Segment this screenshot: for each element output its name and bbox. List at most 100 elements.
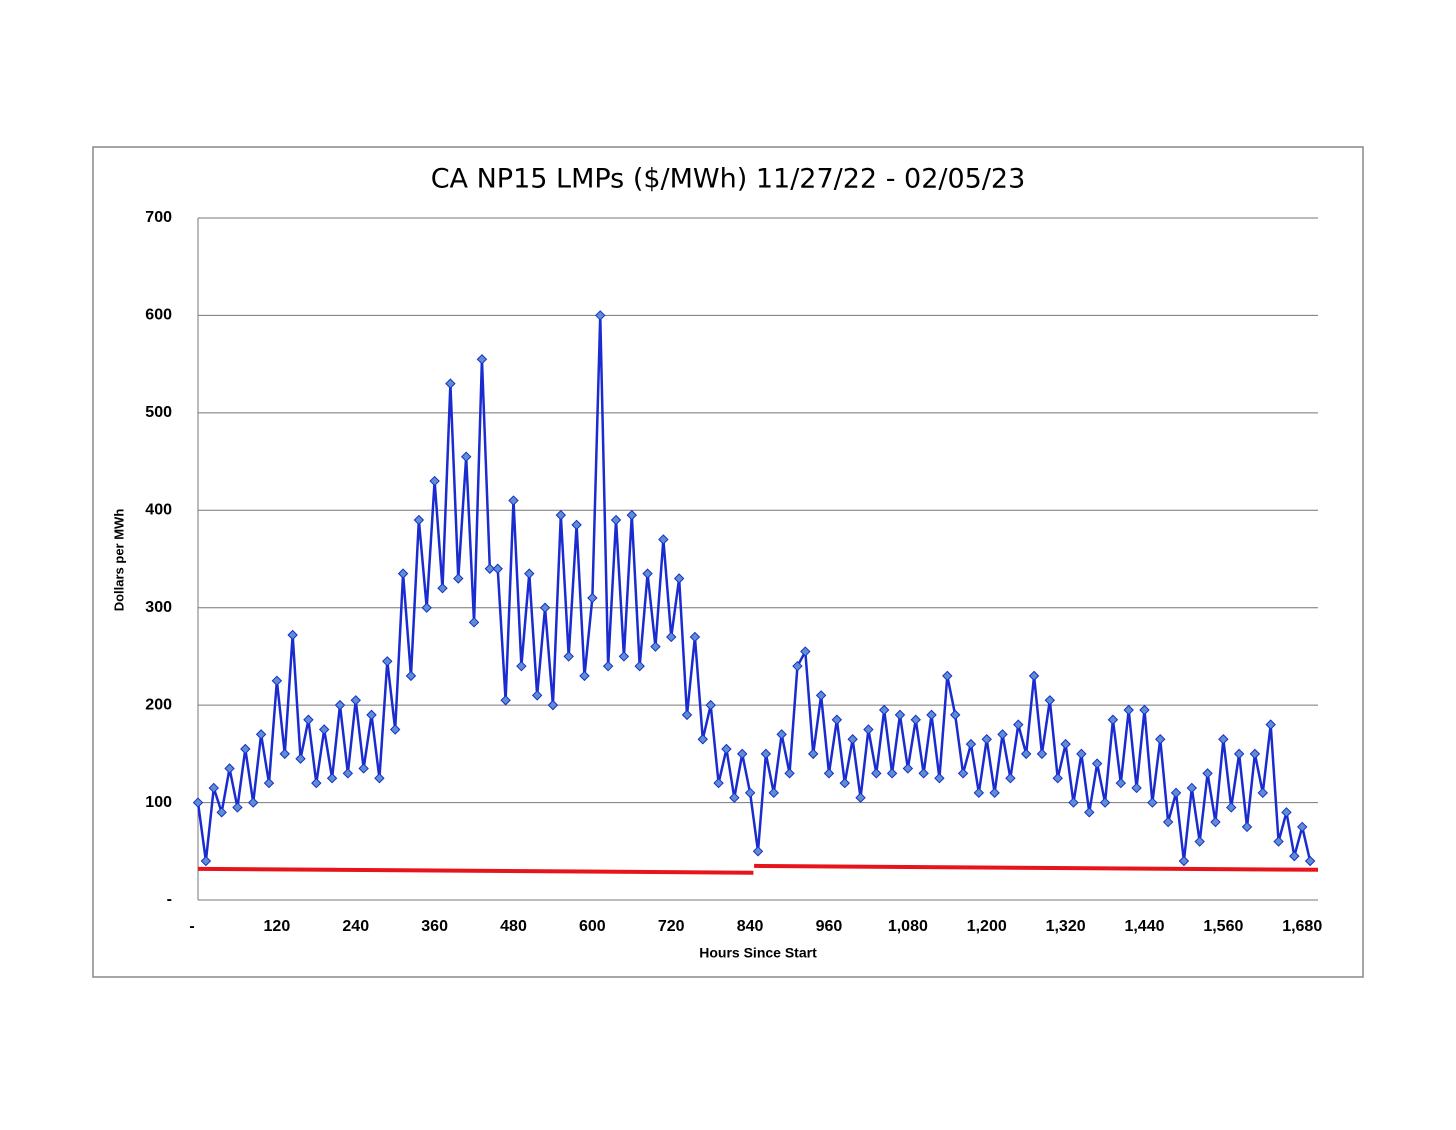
data-point	[563, 651, 574, 662]
data-point	[303, 714, 314, 725]
data-point	[389, 724, 401, 735]
data-point	[1226, 802, 1237, 813]
data-point	[263, 777, 275, 789]
data-point	[1020, 748, 1032, 760]
data-point	[610, 514, 622, 526]
data-point	[1147, 797, 1158, 808]
data-point	[973, 787, 985, 799]
data-point	[1289, 850, 1300, 862]
data-point	[460, 451, 472, 462]
series-line	[196, 315, 1312, 862]
data-point	[255, 729, 267, 740]
data-point	[792, 660, 803, 672]
data-point	[618, 651, 630, 662]
data-point	[949, 709, 961, 721]
data-point	[216, 807, 227, 818]
data-point	[871, 768, 882, 779]
chart-title: CA NP15 LMPs ($/MWh) 11/27/22 - 02/05/23	[431, 164, 1026, 195]
data-point	[342, 768, 354, 779]
data-point	[547, 699, 559, 711]
x-tick-label: 360	[421, 918, 448, 935]
x-tick-label: 720	[658, 918, 685, 935]
x-tick-label: 1,560	[1203, 918, 1243, 935]
y-tick-label: 200	[145, 696, 172, 713]
data-point	[437, 583, 448, 594]
data-point	[752, 846, 764, 857]
x-tick-label: 1,080	[888, 918, 928, 935]
data-point	[1107, 714, 1119, 725]
data-point	[918, 768, 929, 779]
data-point	[1218, 734, 1229, 745]
data-point	[737, 748, 748, 760]
data-point	[823, 768, 835, 779]
data-point	[965, 738, 977, 750]
data-point	[768, 787, 779, 799]
data-point	[831, 714, 843, 725]
data-point	[397, 568, 409, 579]
x-tick-label: 240	[342, 918, 369, 935]
data-point	[1202, 768, 1213, 779]
data-point	[855, 792, 866, 803]
y-tick-label: 400	[145, 502, 172, 519]
data-point	[705, 699, 716, 711]
data-point	[642, 568, 653, 579]
data-point	[571, 519, 582, 531]
data-point	[1170, 787, 1182, 799]
data-point	[957, 768, 969, 779]
y-tick-label: -	[167, 891, 172, 908]
data-point	[800, 646, 811, 657]
data-point	[1265, 719, 1276, 730]
data-point	[681, 709, 693, 721]
data-point	[1194, 836, 1205, 847]
data-point	[350, 695, 361, 706]
data-point	[886, 768, 898, 779]
data-point	[1241, 821, 1253, 833]
data-point	[531, 690, 543, 701]
data-point	[1028, 670, 1040, 682]
data-point	[334, 699, 346, 711]
data-point	[1281, 807, 1292, 818]
data-point	[555, 509, 567, 521]
data-point	[311, 777, 322, 789]
data-point	[776, 729, 787, 740]
data-point	[878, 704, 890, 716]
y-tick-label: 500	[145, 404, 172, 421]
data-point	[1304, 855, 1316, 867]
data-point	[863, 724, 874, 735]
data-point	[666, 631, 677, 643]
data-point	[902, 763, 914, 774]
data-point	[602, 660, 614, 672]
data-point	[1091, 758, 1103, 769]
data-point	[271, 675, 283, 686]
data-point	[942, 670, 953, 682]
x-tick-label: 1,200	[967, 918, 1007, 935]
data-point	[1052, 773, 1063, 784]
data-point	[721, 743, 732, 755]
data-point	[413, 514, 425, 526]
data-point	[208, 782, 219, 794]
x-tick-label: 1,320	[1046, 918, 1086, 935]
data-point	[808, 748, 819, 760]
x-tick-label: 480	[500, 918, 527, 935]
data-point	[382, 656, 393, 667]
chart-frame	[92, 146, 1364, 978]
data-point	[1115, 777, 1127, 789]
data-point	[1005, 773, 1016, 784]
data-point	[484, 563, 496, 574]
data-point	[200, 855, 212, 867]
data-point	[1068, 797, 1079, 808]
data-point	[1076, 748, 1087, 760]
data-point	[1155, 734, 1166, 745]
x-tick-label: -	[189, 918, 194, 935]
data-point	[1162, 816, 1174, 828]
data-point	[579, 670, 590, 682]
data-point	[500, 695, 511, 706]
data-point	[894, 709, 906, 721]
data-point	[1257, 787, 1268, 799]
data-point	[476, 354, 488, 365]
x-tick-label: 840	[737, 918, 764, 935]
data-point	[279, 748, 290, 760]
data-point	[405, 670, 417, 682]
series-line	[197, 863, 1319, 875]
data-point	[634, 660, 645, 672]
